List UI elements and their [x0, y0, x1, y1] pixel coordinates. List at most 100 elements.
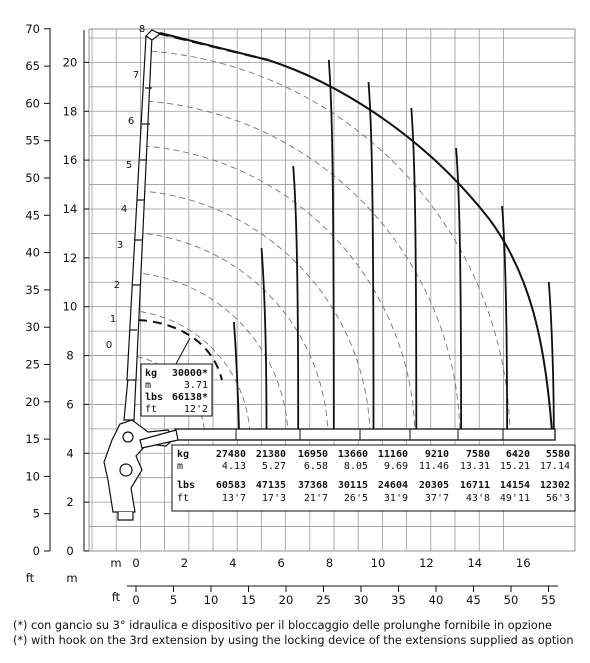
table-kg-value: 27480: [216, 449, 246, 460]
extension-arc: [139, 190, 371, 436]
ft-left-tick-label: 30: [25, 320, 40, 334]
table-kg-value: 6420: [506, 449, 530, 460]
capacity-line: [501, 205, 508, 430]
table-m-value: 17.14: [540, 461, 570, 472]
ft-left-tick-label: 50: [25, 171, 40, 185]
extension-arc: [130, 309, 251, 438]
table-lbs-value: 47135: [256, 480, 286, 491]
extension-arc: [136, 232, 329, 436]
table-lbs-value: 20305: [419, 480, 449, 491]
hook-envelope: [137, 319, 223, 381]
table-ft-value: 43'8: [466, 493, 490, 504]
table-lbs-value: 16711: [460, 480, 490, 491]
m-left-tick-label: 14: [63, 202, 78, 216]
extension-label: 1: [110, 314, 116, 325]
m-bottom-tick-label: 10: [371, 556, 386, 570]
m-left-tick-label: 8: [66, 349, 73, 363]
table-ft-value: 26'5: [344, 493, 368, 504]
ft-left-tick-label: 65: [25, 59, 40, 73]
table-m-value: 15.21: [500, 461, 530, 472]
table-lbs-value: 12302: [540, 480, 570, 491]
m-left-tick-label: 20: [63, 55, 78, 69]
capacity-line: [260, 247, 268, 430]
table-kg-value: 9210: [425, 449, 449, 460]
ft-bottom-tick-label: 55: [541, 593, 556, 607]
hl-lbs-value: 66138*: [172, 392, 208, 403]
table-kg-value: 16950: [298, 449, 328, 460]
table-kg-value: 13660: [338, 449, 368, 460]
m-left-tick-label: 6: [66, 397, 73, 411]
hl-ft-value: 12'2: [184, 404, 208, 415]
left-m-axis: 0 2 4 6 8 10 12 14 16 18 20: [63, 30, 89, 558]
extension-label: 3: [117, 240, 123, 251]
m-left-tick-label: 12: [63, 251, 78, 265]
ft-bottom-tick-label: 5: [170, 593, 177, 607]
m-bottom-tick-label: 2: [181, 556, 188, 570]
table-lbs-value: 37368: [298, 480, 328, 491]
left-ft-unit: ft: [26, 571, 35, 585]
hl-m-value: 3.71: [184, 380, 208, 391]
m-left-tick-label: 10: [63, 300, 78, 314]
bottom-ft-axis: ft ft 0 5 10 15 20 25 30 35 40 45 50 55: [26, 571, 558, 607]
table-ft-label: ft: [177, 493, 189, 504]
ft-bottom-tick-label: 20: [279, 593, 294, 607]
extension-label: 4: [121, 204, 127, 215]
ft-left-tick-label: 35: [25, 283, 40, 297]
m-bottom-tick-label: 8: [326, 556, 333, 570]
table-lbs-value: 14154: [500, 480, 530, 491]
crane-drawing: [103, 29, 179, 521]
bottom-m-unit: m: [110, 556, 121, 570]
extension-arc: [151, 50, 511, 433]
ft-left-tick-label: 0: [33, 544, 40, 558]
extension-arc: [147, 100, 461, 434]
ft-bottom-tick-label: 30: [354, 593, 369, 607]
ft-bottom-tick-label: 40: [429, 593, 444, 607]
extension-label: 5: [126, 160, 132, 171]
table-ft-value: 37'7: [425, 493, 449, 504]
m-left-tick-label: 18: [63, 104, 78, 118]
ft-bottom-tick-label: 0: [132, 593, 139, 607]
m-bottom-tick-label: 14: [467, 556, 482, 570]
capacity-line: [292, 165, 300, 430]
table-m-value: 6.58: [304, 461, 328, 472]
capacity-lines: [233, 59, 555, 430]
hl-kg-label: kg: [145, 368, 157, 379]
hl-m-label: m: [145, 380, 151, 391]
extension-label: 6: [128, 116, 134, 127]
table-m-value: 8.05: [344, 461, 368, 472]
m-left-tick-label: 0: [66, 544, 73, 558]
table-ft-value: 13'7: [222, 493, 246, 504]
ft-bottom-tick-label: 25: [316, 593, 331, 607]
extension-arc: [143, 145, 416, 435]
extension-label: 8: [139, 24, 145, 35]
ft-bottom-tick-label: 45: [466, 593, 481, 607]
m-left-tick-label: 16: [63, 153, 78, 167]
table-lbs-value: 24604: [378, 480, 408, 491]
m-left-tick-label: 2: [66, 495, 73, 509]
ft-left-tick-label: 5: [33, 507, 40, 521]
extension-label: 7: [133, 70, 139, 81]
ft-left-tick-label: 15: [25, 432, 40, 446]
extension-arc: [133, 272, 289, 437]
table-ft-value: 31'9: [384, 493, 408, 504]
m-bottom-tick-label: 0: [132, 556, 139, 570]
ft-bottom-tick-label: 50: [504, 593, 519, 607]
horizontal-boom: [174, 428, 556, 441]
table-lbs-label: lbs: [177, 480, 195, 491]
m-bottom-tick-label: 12: [419, 556, 434, 570]
table-m-value: 9.69: [384, 461, 408, 472]
ft-bottom-tick-label: 15: [241, 593, 256, 607]
ft-left-tick-label: 20: [25, 395, 40, 409]
table-m-value: 11.46: [419, 461, 449, 472]
hl-ft-label: ft: [145, 404, 157, 415]
capacity-line: [455, 147, 462, 430]
table-ft-value: 17'3: [262, 493, 286, 504]
hl-kg-value: 30000*: [172, 368, 208, 379]
table-kg-label: kg: [177, 449, 189, 460]
table-ft-value: 21'7: [304, 493, 328, 504]
ft-left-tick-label: 45: [25, 208, 40, 222]
extension-label: 2: [114, 280, 120, 291]
table-ft-value: 56'3: [546, 493, 570, 504]
extension-label: 0: [106, 340, 112, 351]
